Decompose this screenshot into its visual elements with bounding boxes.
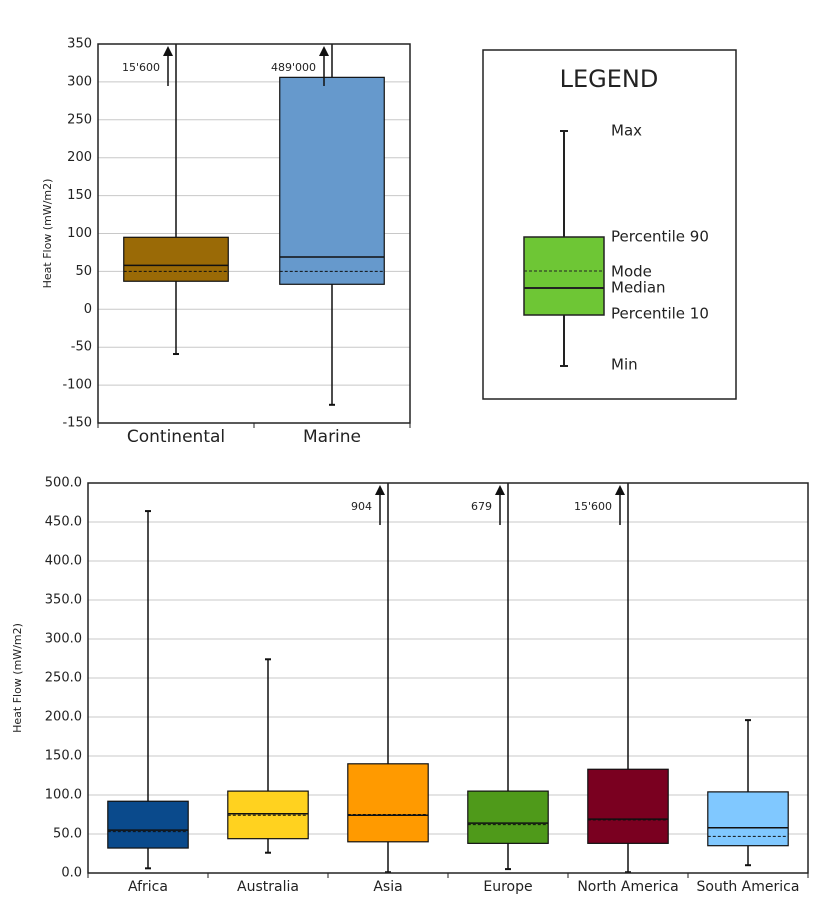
max-annotation: 15'600 (574, 500, 612, 513)
legend-box (523, 236, 605, 316)
y-tick-label: 450.0 (45, 515, 82, 530)
overflow-arrowhead (319, 46, 329, 56)
legend-frame (482, 49, 737, 400)
y-tick-label: 100 (67, 226, 92, 241)
annotation-bg (460, 499, 494, 515)
y-tick-label: 100.0 (45, 788, 82, 803)
y-tick-label: 300 (67, 74, 92, 89)
box (107, 800, 189, 849)
y-tick-label: 400.0 (45, 554, 82, 569)
y-tick-label: 200.0 (45, 710, 82, 725)
x-tick-label: Europe (483, 879, 532, 895)
legend-label: Percentile 90 (611, 228, 709, 246)
max-annotation: 679 (471, 500, 492, 513)
max-annotation: 15'600 (122, 61, 160, 74)
overflow-arrowhead (375, 485, 385, 495)
y-tick-label: 150.0 (45, 749, 82, 764)
x-tick-label: Africa (128, 879, 168, 895)
box (587, 768, 669, 844)
y-tick-label: -50 (71, 340, 92, 355)
legend-panel: LEGEND Max Percentile 90 Mode Median Per… (482, 49, 737, 400)
legend-label: Max (611, 122, 642, 140)
x-tick-label: Australia (237, 879, 299, 895)
box (123, 236, 229, 282)
x-tick-label: South America (697, 879, 800, 895)
box (707, 791, 789, 847)
y-tick-label: -100 (62, 378, 92, 393)
x-tick-label: Continental (127, 427, 225, 447)
y-tick-label: 0 (84, 302, 92, 317)
x-tick-label: Asia (373, 879, 402, 895)
y-tick-label: 350 (67, 37, 92, 52)
overflow-arrowhead (615, 485, 625, 495)
y-tick-label: 250 (67, 112, 92, 127)
annotation-bg (284, 60, 318, 76)
annotation-bg (580, 499, 614, 515)
y-tick-label: 150 (67, 188, 92, 203)
y-tick-label: 200 (67, 150, 92, 165)
annotation-bg (340, 499, 374, 515)
y-axis-label: Heat Flow (mW/m2) (41, 179, 54, 289)
legend-label: Percentile 10 (611, 305, 709, 323)
legend-label: Median (611, 279, 666, 297)
y-tick-label: 50.0 (53, 827, 82, 842)
x-tick-label: Marine (303, 427, 361, 447)
max-annotation: 489'000 (271, 61, 316, 74)
max-annotation: 904 (351, 500, 372, 513)
y-tick-label: 250.0 (45, 671, 82, 686)
y-tick-label: 0.0 (61, 866, 82, 881)
overflow-arrowhead (163, 46, 173, 56)
y-tick-label: 300.0 (45, 632, 82, 647)
y-tick-label: -150 (62, 416, 92, 431)
annotation-bg (128, 60, 162, 76)
y-axis-label: Heat Flow (mW/m2) (11, 623, 24, 733)
plot-frame (87, 482, 809, 874)
x-tick-label: North America (577, 879, 678, 895)
y-tick-label: 50 (75, 264, 92, 279)
plot-frame (97, 43, 411, 424)
overflow-arrowhead (495, 485, 505, 495)
legend-title: LEGEND (560, 65, 659, 93)
y-tick-label: 500.0 (45, 476, 82, 491)
legend-label: Mode (611, 263, 652, 281)
box (467, 790, 549, 844)
box (279, 76, 385, 285)
box (347, 763, 429, 843)
legend-label: Min (611, 356, 638, 374)
y-tick-label: 350.0 (45, 593, 82, 608)
